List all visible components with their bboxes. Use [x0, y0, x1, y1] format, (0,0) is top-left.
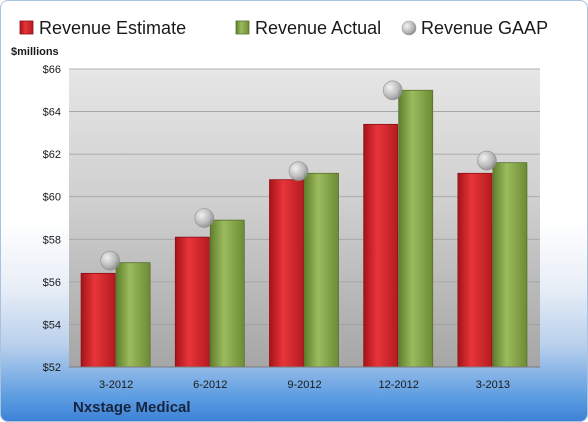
y-tick-label: $62 [43, 149, 61, 161]
x-tick-label: 3-2012 [99, 379, 133, 391]
company-name: Nxstage Medical [73, 399, 191, 416]
x-axis-ticks: 3-2012 6-2012 9-2012 12-2012 3-2013 [99, 379, 510, 391]
y-tick-label: $66 [43, 64, 61, 76]
legend-label-revenue-gaap: Revenue GAAP [421, 18, 548, 38]
y-axis-ticks: $52 $54 $56 $58 $60 $62 $64 $66 [43, 64, 61, 374]
bar-revenue-estimate [80, 272, 116, 368]
x-tick-label: 9-2012 [287, 379, 321, 391]
y-axis-unit-label: $millions [11, 46, 59, 58]
bars [80, 89, 528, 368]
legend-swatch-revenue-gaap [401, 20, 417, 36]
legend-swatch-revenue-estimate [19, 20, 34, 35]
legend: Revenue Estimate Revenue Actual Revenue … [19, 18, 548, 38]
bar-revenue-estimate [269, 179, 304, 368]
point-revenue-gaap [288, 161, 309, 181]
bar-revenue-actual [492, 162, 528, 368]
y-tick-label: $60 [43, 192, 61, 204]
point-revenue-gaap [100, 250, 120, 271]
y-tick-label: $54 [43, 319, 61, 331]
point-revenue-gaap [382, 80, 403, 101]
y-tick-label: $52 [43, 362, 61, 374]
legend-swatch-revenue-actual [235, 20, 250, 35]
x-tick-label: 3-2013 [476, 379, 510, 391]
bar-revenue-actual [304, 172, 339, 368]
bar-revenue-actual [115, 262, 151, 368]
y-tick-label: $58 [43, 234, 61, 246]
bar-revenue-estimate [363, 123, 399, 368]
gaap-points [100, 80, 497, 271]
bar-revenue-estimate [174, 236, 210, 368]
legend-label-revenue-actual: Revenue Actual [255, 18, 381, 38]
legend-label-revenue-estimate: Revenue Estimate [39, 18, 186, 38]
x-tick-label: 12-2012 [379, 379, 419, 391]
bar-revenue-actual [209, 219, 245, 368]
point-revenue-gaap [477, 150, 497, 171]
point-revenue-gaap [194, 208, 215, 228]
bar-revenue-actual [398, 89, 434, 368]
y-tick-label: $56 [43, 277, 61, 289]
x-tick-label: 6-2012 [193, 379, 227, 391]
bar-revenue-estimate [457, 172, 493, 368]
y-tick-label: $64 [43, 107, 61, 119]
